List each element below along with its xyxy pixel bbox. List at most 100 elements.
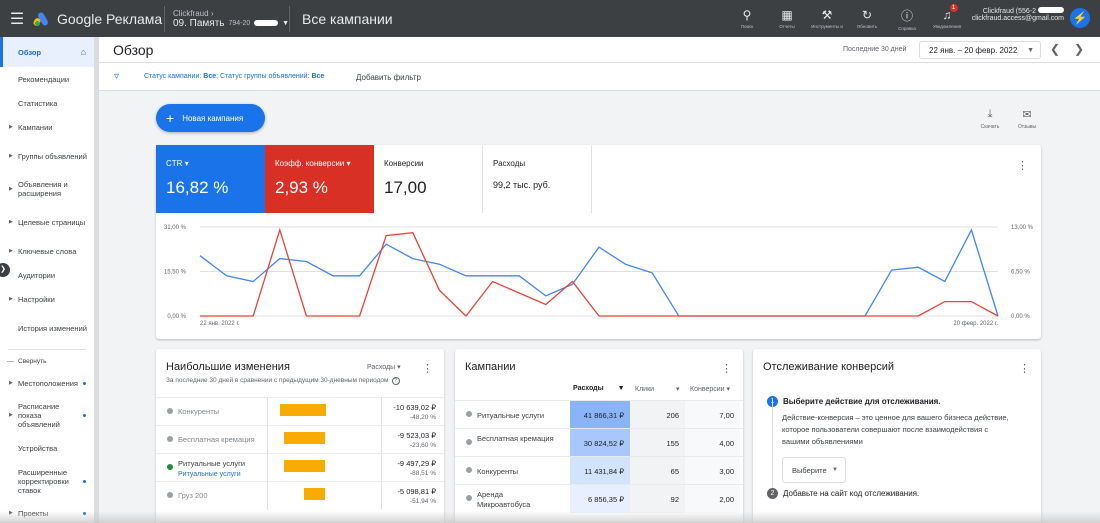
help-tool[interactable]: ⓘ Справка	[887, 0, 927, 37]
more-vert-icon[interactable]: ⋮	[1019, 363, 1030, 375]
table-row[interactable]: Бесплатная кремация -9 523,03 ₽ -23,60 %	[156, 425, 444, 454]
expand-arrow-icon: ▶	[9, 296, 13, 302]
help-icon[interactable]: ?	[391, 377, 400, 385]
expand-arrow-icon: ▶	[9, 380, 13, 386]
refresh-icon: ↻	[861, 8, 873, 22]
chevron-left-icon[interactable]: ❮	[1050, 42, 1061, 56]
metric-value: 17,00	[384, 178, 427, 197]
biggest-changes-card: Наибольшие изменения Расходы ▾ ⋮ За посл…	[156, 349, 444, 523]
filter-icon[interactable]: ▿	[114, 71, 120, 82]
sidebar-item-ad-schedule[interactable]: ▶ Расписание показа объявлений	[0, 394, 94, 436]
date-range-select[interactable]: 22 янв. – 20 февр. 2022 ▼	[919, 41, 1041, 59]
caret-down-icon: ▾	[676, 386, 680, 393]
campaign-name[interactable]: Ритуальные услуги	[477, 411, 545, 420]
caret-down-icon: ▼	[832, 467, 838, 473]
column-header-conversions[interactable]: Конверсии ▾	[690, 385, 730, 393]
table-row[interactable]: Конкуренты 11 431,84 ₽65 3,00	[455, 456, 743, 485]
metric-conversions[interactable]: Конверсии 17,00	[374, 145, 483, 213]
campaign-scope-title[interactable]: Все кампании	[289, 5, 393, 32]
google-ads-logo[interactable]: Google Реклама	[32, 11, 164, 27]
new-campaign-button[interactable]: + Новая кампания	[156, 104, 265, 132]
sidebar-item-locations[interactable]: ▶ Местоположения	[0, 372, 94, 394]
table-row[interactable]: Аренда Микроавтобуса 6 856,35 ₽92 2,00	[455, 484, 743, 513]
table-row[interactable]: Бесплатная кремация 30 824,52 ₽155 4,00	[455, 428, 743, 457]
sidebar-divider	[8, 349, 86, 350]
add-filter-button[interactable]: Добавить фильтр	[356, 73, 421, 82]
column-header-clicks[interactable]: Клики ▾	[635, 385, 680, 393]
feedback-button[interactable]: ✉ Отзывы	[1012, 108, 1042, 130]
sidebar-item-label: Местоположения	[18, 378, 78, 388]
notifications-tool[interactable]: ♫ 1 Уведомления	[927, 0, 967, 37]
change-bar-cell	[267, 398, 382, 426]
reports-icon: ▦	[781, 8, 793, 22]
sidebar-item-audiences[interactable]: Аудитории	[0, 263, 94, 287]
chevron-right-icon[interactable]: ❯	[1074, 42, 1085, 56]
expand-arrow-icon: ▶	[9, 412, 13, 418]
sidebar-item-campaigns[interactable]: ▶ Кампании	[0, 115, 94, 139]
campaign-name[interactable]: Конкуренты	[477, 467, 519, 476]
sidebar-item-devices[interactable]: Устройства	[0, 436, 94, 460]
avatar[interactable]: ⚡	[1070, 8, 1090, 28]
change-value: -5 098,81 ₽	[397, 487, 436, 496]
campaign-conversions: 4,00	[685, 429, 740, 457]
minus-icon: —	[7, 357, 14, 365]
account-label: Clickfraud	[173, 8, 209, 18]
change-bar	[279, 404, 326, 416]
active-filters[interactable]: Статус кампании: Все; Статус группы объя…	[144, 73, 324, 80]
download-button[interactable]: ⤓ Скачать	[975, 108, 1005, 130]
sidebar-item-ad-groups[interactable]: ▶ Группы объявлений	[0, 139, 94, 173]
user-account: Clickfraud (556-2	[982, 8, 1037, 15]
sidebar-toggle-icon[interactable]: ❯	[0, 263, 10, 277]
account-switcher[interactable]: Clickfraud › 09. Память 794-20 ▼	[164, 5, 289, 32]
sidebar-scrollbar[interactable]	[95, 37, 99, 523]
column-header-cost[interactable]: Расходы ▼	[573, 385, 625, 392]
metric-conversion-rate[interactable]: Коэфф. конверсии ▾ 2,93 %	[265, 145, 374, 213]
chart-x-start-label: 22 янв. 2022 г.	[200, 321, 240, 327]
status-dot	[83, 381, 86, 385]
table-row[interactable]: Ритуальные услуги 41 866,31 ₽206 7,00	[455, 400, 743, 429]
menu-icon[interactable]: ☰	[9, 10, 25, 28]
changes-item-sub[interactable]: Ритуальные услуги	[178, 471, 241, 478]
sidebar-item-landing-pages[interactable]: ▶ Целевые страницы	[0, 205, 94, 239]
user-info[interactable]: Clickfraud (556-2 clickfraud.access@gmai…	[958, 7, 1064, 22]
status-dot	[83, 479, 86, 483]
sidebar-item-bid-adjustments[interactable]: Расширенные корректировки ставок	[0, 460, 94, 502]
plus-icon: +	[166, 110, 175, 126]
caret-down-icon: ▾	[184, 159, 189, 168]
sidebar-item-settings[interactable]: ▶ Настройки	[0, 287, 94, 311]
card-title: Отслеживание конверсий	[763, 361, 894, 373]
reports-tool-label: Отчеты	[779, 24, 795, 29]
metric-cost[interactable]: Расходы 99,2 тыс. руб.	[483, 145, 592, 213]
search-tool[interactable]: ⚲ Поиск	[727, 0, 767, 37]
sidebar-item-ads[interactable]: ▶ Объявления и расширения	[0, 173, 94, 205]
change-value: -9 523,03 ₽	[397, 431, 436, 440]
chart-series-line-1	[200, 227, 999, 317]
campaign-name[interactable]: Бесплатная кремация	[477, 434, 554, 443]
metric-ctr[interactable]: CTR ▾ 16,82 %	[156, 145, 265, 213]
reports-tool[interactable]: ▦ Отчеты	[767, 0, 807, 37]
refresh-tool[interactable]: ↻ Обновить	[847, 0, 887, 37]
sidebar-item-label: Аудитории	[18, 270, 56, 280]
sidebar-item-keywords[interactable]: ▶ Ключевые слова	[0, 239, 94, 263]
tools-tool[interactable]: ⚒ Инструменты и	[807, 0, 847, 37]
sidebar-collapse[interactable]: — Свернуть	[0, 350, 94, 372]
more-vert-icon[interactable]: ⋮	[422, 363, 433, 375]
choose-action-select[interactable]: Выберите ▼	[782, 457, 846, 483]
more-vert-icon[interactable]: ⋮	[1017, 160, 1028, 172]
chart-right-tick: 6,50 %	[1011, 270, 1030, 276]
sidebar-item-overview[interactable]: Обзор ⌂	[0, 37, 94, 67]
more-vert-icon[interactable]: ⋮	[721, 363, 732, 375]
sidebar-item-label: Кампании	[18, 122, 53, 132]
sidebar-item-drafts[interactable]: ▶ Проекты	[0, 502, 94, 523]
changes-metric-select[interactable]: Расходы ▾	[367, 363, 401, 371]
table-row[interactable]: Груз 200 -5 098,81 ₽ -51,94 %	[156, 481, 444, 510]
change-bar	[303, 488, 326, 500]
sidebar-item-recommendations[interactable]: Рекомендации	[0, 67, 94, 91]
table-row[interactable]: Конкуренты -10 639,02 ₽ -48,20 %	[156, 397, 444, 426]
table-row[interactable]: Ритуальные услуги Ритуальные услуги -9 497…	[156, 453, 444, 482]
campaign-cost: 41 866,31 ₽	[570, 401, 630, 429]
sidebar-item-change-history[interactable]: История изменений	[0, 311, 94, 345]
campaign-name[interactable]: Аренда Микроавтобуса	[477, 490, 531, 509]
sidebar-item-statistics[interactable]: Статистика	[0, 91, 94, 115]
column-header-label: Расходы	[573, 385, 604, 392]
